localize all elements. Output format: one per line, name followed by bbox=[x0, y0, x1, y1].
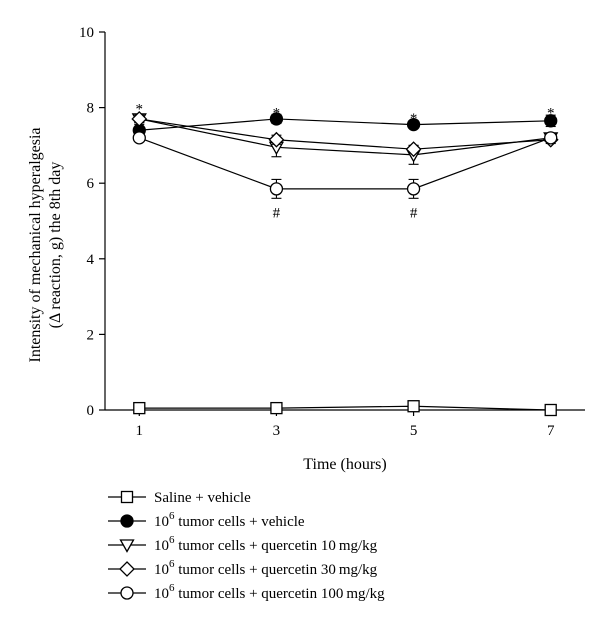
asterisk-annotation: * bbox=[136, 102, 144, 118]
legend-label-sup: 6 bbox=[169, 534, 175, 546]
legend-label-sup: 6 bbox=[169, 558, 175, 570]
data-point bbox=[544, 131, 558, 145]
legend-label-sup: 6 bbox=[169, 510, 175, 522]
data-point bbox=[268, 131, 285, 148]
data-point bbox=[269, 182, 284, 196]
data-point bbox=[133, 401, 146, 415]
hash-annotation: # bbox=[273, 206, 281, 222]
series-line bbox=[139, 118, 551, 156]
legend-marker bbox=[120, 490, 134, 504]
y-tick-label: 4 bbox=[87, 252, 95, 268]
legend-label-rest: tumor cells + quercetin 100 mg/kg bbox=[175, 586, 386, 602]
data-point bbox=[270, 401, 283, 415]
legend-label-base: 10 bbox=[154, 586, 169, 602]
y-tick-label: 0 bbox=[87, 403, 95, 419]
legend-marker bbox=[120, 514, 134, 528]
chart-axes: 0 2 4 6 8 10 1 3 5 7 Time (hours) Intensity of mech… bbox=[27, 25, 585, 473]
series-4 bbox=[132, 131, 558, 199]
hash-annotation: # bbox=[410, 206, 418, 222]
x-axis-label: Time (hours) bbox=[303, 456, 386, 473]
data-point bbox=[131, 111, 148, 127]
data-point bbox=[544, 403, 557, 417]
legend-label-rest: tumor cells + quercetin 10 mg/kg bbox=[175, 538, 378, 554]
series-0 bbox=[133, 400, 557, 417]
data-point bbox=[132, 131, 146, 145]
legend-label-base: 10 bbox=[154, 562, 169, 578]
y-tick-label: 6 bbox=[87, 176, 95, 192]
y-tick-label: 2 bbox=[87, 327, 95, 343]
x-tick-label: 7 bbox=[547, 423, 555, 439]
series-line bbox=[139, 405, 551, 411]
series-line bbox=[139, 118, 551, 150]
legend-label: 106 tumor cells + quercetin 100 mg/kg bbox=[154, 582, 385, 602]
legend-item: 106 tumor cells + quercetin 100 mg/kg bbox=[108, 582, 385, 602]
legend-marker bbox=[119, 539, 135, 553]
data-point bbox=[544, 114, 558, 128]
legend-item: Saline + vehicle bbox=[108, 490, 251, 506]
legend-item: 106 tumor cells + quercetin 30 mg/kg bbox=[108, 558, 378, 578]
series-line bbox=[139, 137, 551, 190]
legend-label-base: 10 bbox=[154, 514, 169, 530]
data-point bbox=[406, 117, 421, 132]
legend-label: 106 tumor cells + quercetin 30 mg/kg bbox=[154, 558, 378, 578]
legend-label-rest: tumor cells + quercetin 30 mg/kg bbox=[175, 562, 378, 578]
legend-label-sup: 6 bbox=[169, 582, 175, 594]
asterisk-annotation: * bbox=[410, 111, 418, 127]
y-tick-label: 10 bbox=[79, 25, 94, 41]
data-point bbox=[405, 141, 422, 158]
chart-annotations: * * * * # # bbox=[136, 102, 555, 222]
legend-label: 106 tumor cells + quercetin 10 mg/kg bbox=[154, 534, 378, 554]
legend-marker bbox=[120, 586, 134, 600]
x-tick-label: 1 bbox=[136, 423, 144, 439]
y-axis-label: Intensity of mechanical hyperalgesia (Δ r… bbox=[27, 127, 64, 362]
legend-item: 106 tumor cells + quercetin 10 mg/kg bbox=[108, 534, 378, 554]
y-axis-label-line: (Δ reaction, g) the 8th day bbox=[47, 162, 64, 329]
legend-label: Saline + vehicle bbox=[154, 490, 251, 506]
x-tick-label: 3 bbox=[273, 423, 281, 439]
series-3 bbox=[131, 111, 559, 158]
legend-label-rest: Saline + vehicle bbox=[154, 490, 251, 506]
data-point bbox=[407, 400, 420, 413]
data-point bbox=[269, 112, 284, 126]
x-tick-label: 5 bbox=[410, 423, 418, 439]
series-line bbox=[139, 118, 551, 131]
y-axis-label-line: Intensity of mechanical hyperalgesia bbox=[27, 127, 44, 362]
legend-marker bbox=[119, 561, 135, 577]
data-point bbox=[406, 182, 421, 196]
series-1 bbox=[132, 112, 558, 137]
legend-item: 106 tumor cells + vehicle bbox=[108, 510, 305, 530]
asterisk-annotation: * bbox=[547, 105, 555, 121]
legend-label: 106 tumor cells + vehicle bbox=[154, 510, 305, 530]
legend-label-rest: tumor cells + vehicle bbox=[175, 514, 305, 530]
legend-label-base: 10 bbox=[154, 538, 169, 554]
y-tick-label: 8 bbox=[87, 101, 95, 117]
asterisk-annotation: * bbox=[273, 105, 281, 121]
chart-series bbox=[131, 111, 559, 417]
